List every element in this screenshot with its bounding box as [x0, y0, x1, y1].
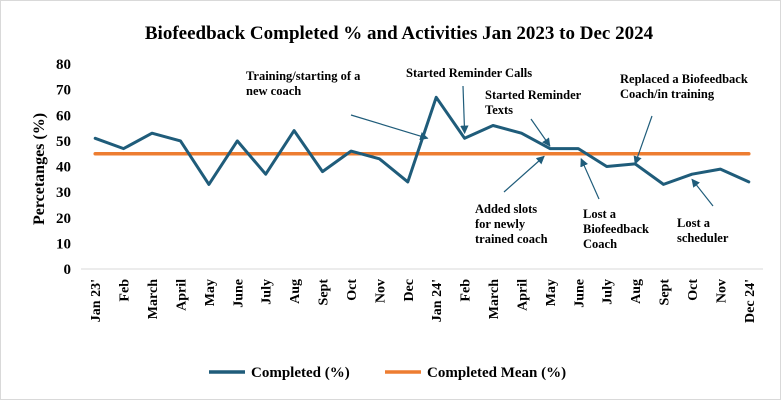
- legend-label: Completed Mean (%): [427, 365, 566, 381]
- annotation-text: Replaced a Biofeedback Coach/in training: [620, 72, 748, 101]
- annotation-text: Started Reminder Texts: [485, 88, 582, 117]
- annotation-line: Added slots: [475, 202, 537, 216]
- y-tick-label: 30: [56, 185, 71, 201]
- x-tick-label: July: [601, 279, 616, 305]
- annotation-line: scheduler: [677, 231, 729, 245]
- y-tick-label: 60: [56, 108, 71, 124]
- annotation-line: for newly: [475, 217, 526, 231]
- annotation-line: Lost a: [677, 216, 711, 230]
- annotation-line: Started Reminder: [485, 88, 582, 102]
- annotation-line: Coach: [583, 237, 617, 251]
- y-tick-label: 80: [56, 57, 71, 73]
- x-tick-label: March: [487, 279, 502, 319]
- x-tick-label: March: [146, 279, 161, 319]
- annotation-layer: Training/starting of a new coach Started R…: [246, 66, 748, 251]
- y-tick-label: 50: [56, 134, 71, 150]
- annotation: Replaced a Biofeedback Coach/in training: [620, 72, 748, 165]
- annotation: Started Reminder Texts: [485, 88, 582, 147]
- legend-label: Completed (%): [251, 365, 350, 381]
- x-tick-label: Jan 24': [430, 279, 445, 322]
- annotation-arrow: [350, 114, 429, 141]
- x-tick-label: April: [174, 279, 189, 311]
- annotation-line: trained coach: [475, 232, 548, 246]
- x-tick-label: Sept: [317, 279, 332, 306]
- x-tick-label: June: [572, 279, 587, 308]
- annotation-line: Started Reminder Calls: [406, 66, 532, 80]
- annotation-line: new coach: [246, 84, 301, 98]
- annotation-arrow: [580, 158, 600, 200]
- annotation-arrow: [691, 178, 714, 207]
- annotation-line: Biofeedback: [583, 222, 649, 236]
- annotation-text: Training/starting of a new coach: [246, 69, 361, 98]
- x-tick-label: May: [544, 279, 559, 306]
- completed-series-line: [93, 95, 751, 186]
- annotation-arrow: [503, 155, 545, 193]
- x-tick-label: Oct: [345, 279, 360, 301]
- annotation-arrow: [530, 118, 551, 147]
- annotation: Lost a Biofeedback Coach: [580, 158, 649, 251]
- x-tick-label: Nov: [714, 279, 729, 303]
- annotation-line: Lost a: [583, 207, 617, 221]
- annotation-text: Lost a scheduler: [677, 216, 729, 245]
- x-tick-label: Jan 23': [89, 279, 104, 322]
- annotation-text: Started Reminder Calls: [406, 66, 532, 80]
- annotation-arrow: [460, 85, 469, 135]
- x-tick-label: May: [203, 279, 218, 306]
- y-tick-label: 0: [64, 262, 72, 278]
- y-tick-label: 40: [56, 160, 71, 176]
- x-tick-label: Aug: [288, 279, 303, 304]
- y-tick-label: 70: [56, 83, 71, 99]
- annotation: Added slots for newly trained coach: [475, 155, 548, 246]
- annotation-line: Texts: [485, 103, 513, 117]
- x-tick-label: June: [231, 279, 246, 308]
- annotation-line: Coach/in training: [620, 87, 715, 101]
- x-tick-label: Sept: [658, 279, 673, 306]
- x-tick-label: Oct: [686, 279, 701, 301]
- x-tick-label: July: [260, 279, 275, 305]
- chart-title: Biofeedback Completed % and Activities J…: [145, 23, 654, 44]
- y-tick-label: 10: [56, 236, 71, 252]
- x-tick-label: Dec 24': [743, 279, 758, 323]
- annotation-line: Replaced a Biofeedback: [620, 72, 748, 86]
- x-tick-label: Feb: [459, 279, 474, 302]
- x-tick-label: April: [515, 279, 530, 311]
- annotation-arrow: [633, 115, 653, 165]
- x-tick-label: Dec: [402, 279, 417, 302]
- legend: Completed (%) Completed Mean (%): [209, 365, 566, 381]
- annotation: Training/starting of a new coach: [246, 69, 429, 141]
- x-tick-label: Aug: [629, 279, 644, 304]
- x-tick-label: Nov: [373, 279, 388, 303]
- annotation-line: Training/starting of a: [246, 69, 361, 83]
- annotation: Started Reminder Calls: [406, 66, 532, 135]
- y-axis-ticks: 0 10 20 30 40 50 60 70 80: [56, 57, 71, 278]
- y-tick-label: 20: [56, 211, 71, 227]
- annotation-text: Lost a Biofeedback Coach: [583, 207, 649, 251]
- x-axis-ticks: Jan 23' Feb March April May June July Aug Sept Oc…: [89, 279, 758, 323]
- y-axis-label: Percetanges (%): [31, 113, 48, 225]
- annotation-text: Added slots for newly trained coach: [475, 202, 548, 246]
- x-tick-label: Feb: [118, 279, 133, 302]
- annotation: Lost a scheduler: [677, 178, 729, 245]
- series-layer: [93, 95, 751, 186]
